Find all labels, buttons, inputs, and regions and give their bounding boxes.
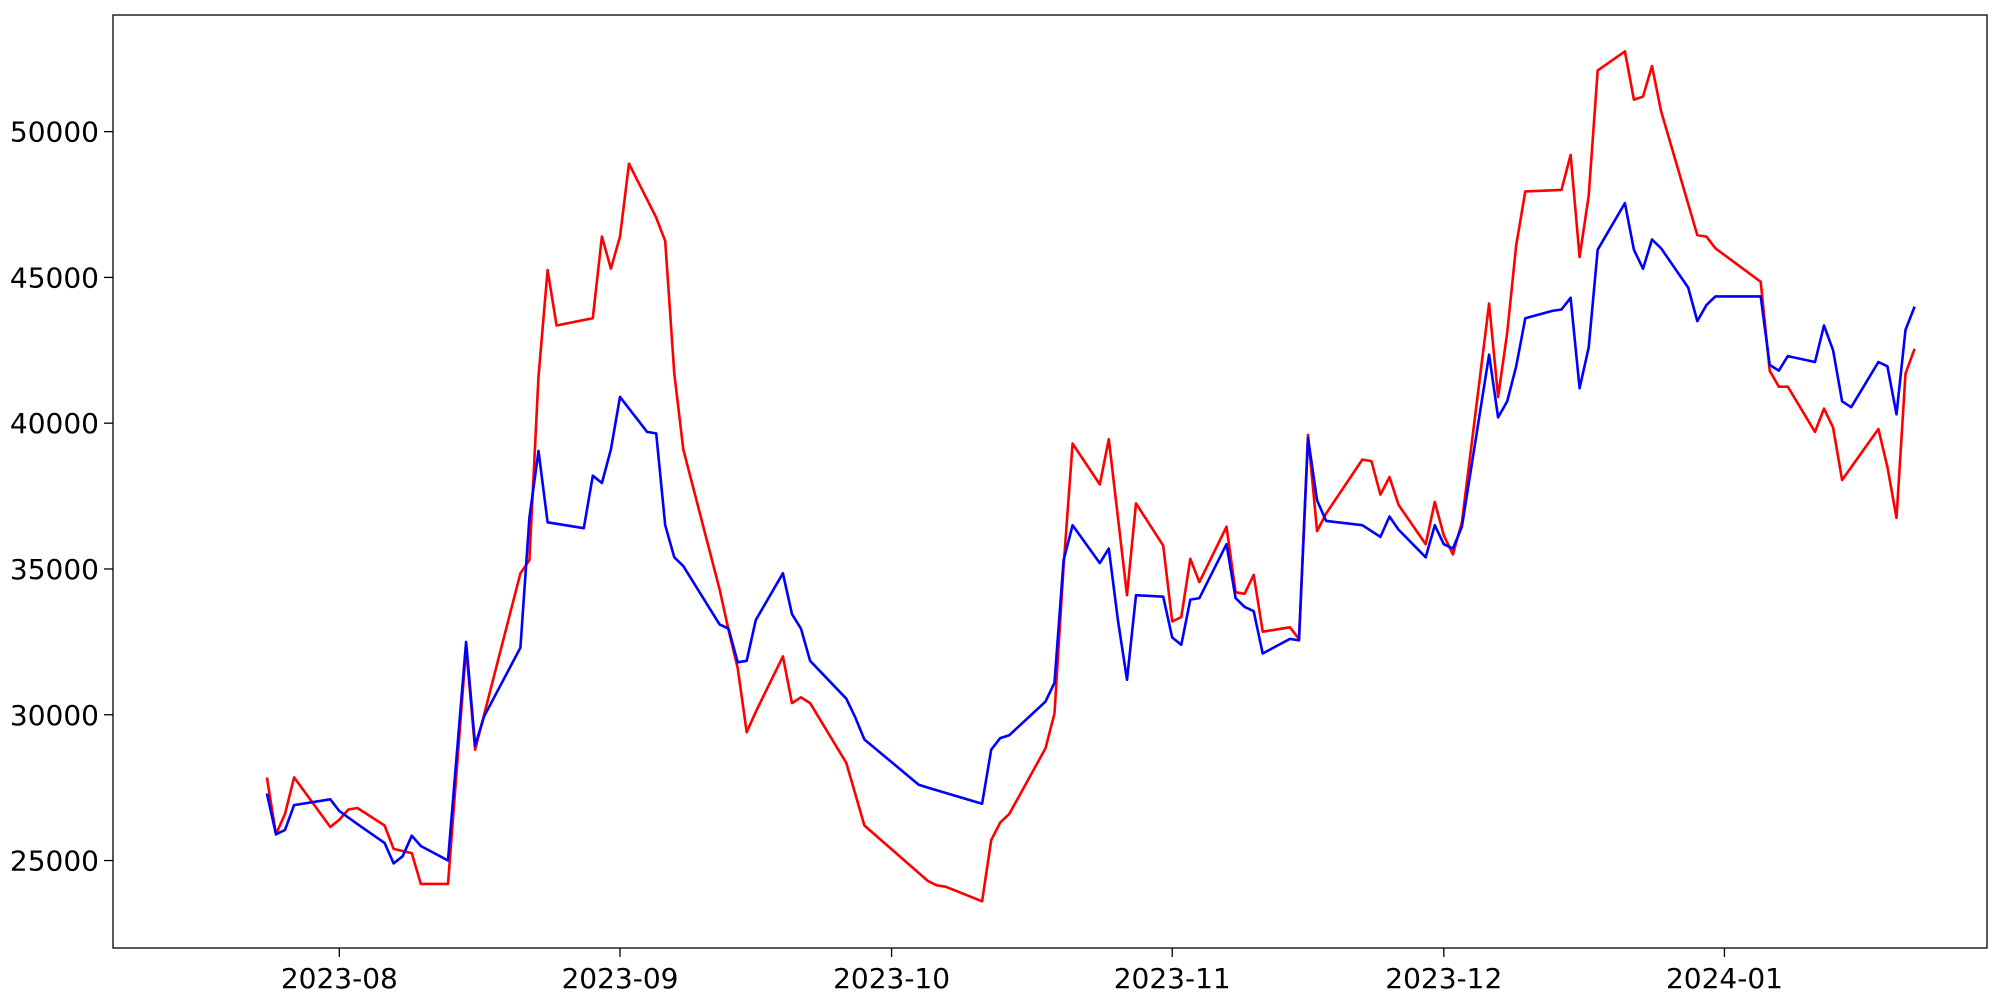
y-tick-label: 30000 <box>10 699 99 732</box>
x-tick-label: 2024-01 <box>1666 962 1783 995</box>
plot-frame <box>112 14 1988 949</box>
y-tick-label: 50000 <box>10 116 99 149</box>
y-tick-label: 35000 <box>10 553 99 586</box>
x-tick-label: 2023-11 <box>1114 962 1231 995</box>
x-tick-label: 2023-10 <box>833 962 950 995</box>
y-tick-label: 40000 <box>10 407 99 440</box>
series-line-2 <box>265 201 1916 865</box>
x-tick-label: 2023-09 <box>561 962 678 995</box>
series-line-1 <box>265 50 1916 903</box>
y-axis: 25000 30000 35000 40000 45000 50000 <box>10 116 113 878</box>
x-axis: 2023-08 2023-09 2023-10 2023-11 2023-12 2024-… <box>281 948 1783 995</box>
series-layer <box>265 50 1916 903</box>
y-tick-label: 25000 <box>10 845 99 878</box>
x-tick-label: 2023-08 <box>281 962 398 995</box>
y-tick-label: 45000 <box>10 261 99 294</box>
x-tick-label: 2023-12 <box>1385 962 1502 995</box>
